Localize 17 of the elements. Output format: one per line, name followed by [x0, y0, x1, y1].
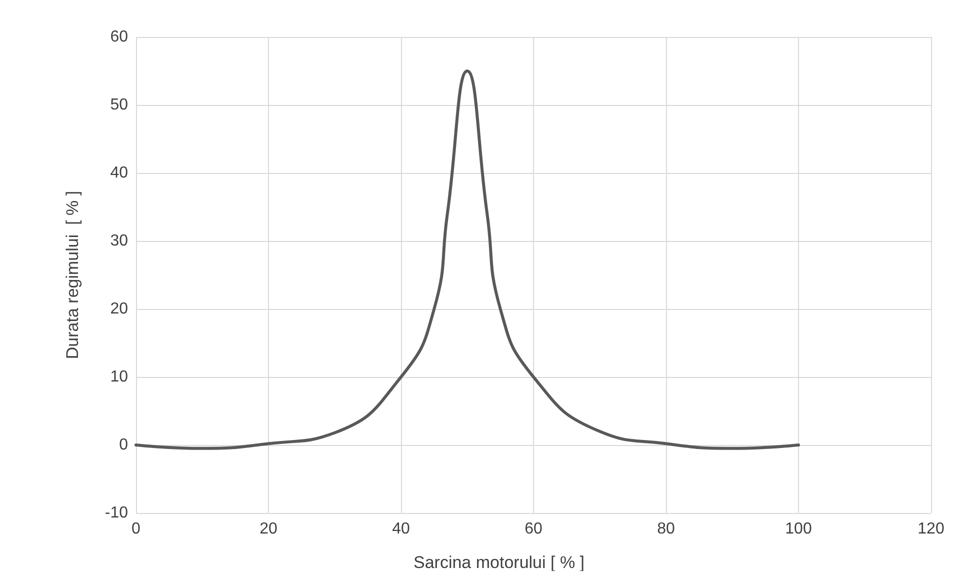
x-tick-label: 60: [524, 520, 542, 538]
y-tick-label: 20: [110, 300, 128, 318]
x-tick-label: 0: [132, 520, 141, 538]
x-tick-label: 20: [260, 520, 278, 538]
x-tick-label: 40: [392, 520, 410, 538]
line-series: [134, 70, 800, 450]
y-tick-label: 60: [110, 28, 128, 46]
y-tick-label: 50: [110, 96, 128, 114]
y-tick-label: 0: [119, 436, 128, 454]
y-tick-label: 10: [110, 368, 128, 386]
x-tick-label: 100: [785, 520, 812, 538]
y-tick-label: 40: [110, 164, 128, 182]
y-tick-label: 30: [110, 232, 128, 250]
x-tick-label: 80: [657, 520, 675, 538]
y-axis-title: Durata regimului [ % ]: [63, 190, 82, 360]
y-tick-label: -10: [104, 504, 128, 522]
x-tick-label: 120: [918, 520, 944, 538]
